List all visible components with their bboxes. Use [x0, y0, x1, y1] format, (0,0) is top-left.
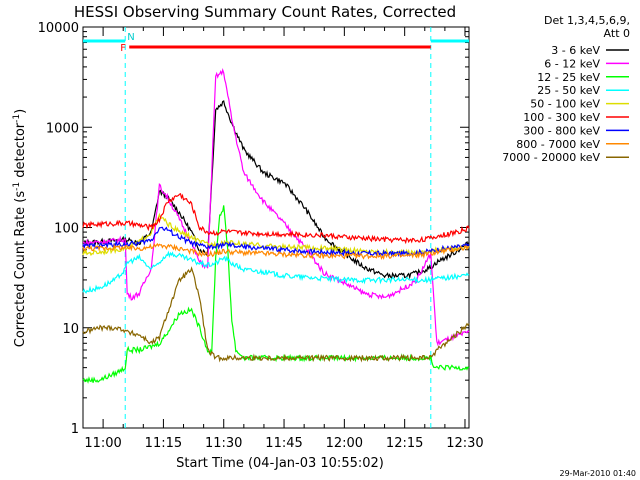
- series-line: [82, 242, 470, 261]
- legend-entry-label: 100 - 300 keV: [523, 111, 600, 124]
- legend-entry-label: 300 - 800 keV: [523, 124, 600, 137]
- y-tick-label: 100: [54, 222, 79, 237]
- x-tick-label: 11:30: [205, 436, 242, 451]
- x-tick-label: 12:00: [326, 436, 363, 451]
- series-line: [82, 266, 470, 363]
- legend-entry-label: 25 - 50 keV: [537, 84, 600, 97]
- series-lines: [82, 68, 470, 384]
- y-tick-label: 10: [62, 322, 79, 337]
- series-line: [82, 68, 470, 347]
- plot-frame: [82, 26, 470, 429]
- legend-entry-label: 6 - 12 keV: [544, 57, 600, 70]
- series-line: [82, 250, 470, 294]
- y-axis-labels: 1 10 100 1000 10000: [38, 21, 79, 437]
- plot-area: FN: [82, 26, 470, 429]
- legend-header-detectors: Det 1,3,4,5,6,9,: [544, 14, 630, 27]
- y-axis-title: Corrected Count Rate (s-1 detector-1): [12, 109, 28, 347]
- y-axis-title-sup2: -1: [12, 114, 22, 123]
- x-axis-title: Start Time (04-Jan-03 10:55:02): [176, 456, 384, 471]
- legend-entry-label: 800 - 7000 keV: [516, 138, 600, 151]
- x-tick-label: 11:00: [84, 436, 121, 451]
- y-axis-title-end: ): [13, 109, 28, 114]
- night-flag-label: N: [127, 32, 134, 43]
- flare-flag-label: F: [120, 43, 126, 54]
- y-tick-label: 1000: [46, 121, 79, 136]
- flag-bars: FN: [83, 27, 469, 428]
- x-tick-label: 11:45: [265, 436, 302, 451]
- axis-ticks: [82, 26, 469, 429]
- y-tick-label: 1: [71, 422, 79, 437]
- series-line: [82, 226, 470, 258]
- y-axis-title-mid: detector: [13, 122, 28, 182]
- x-tick-label: 12:30: [446, 436, 483, 451]
- y-axis-title-sup1: -1: [12, 182, 22, 191]
- legend-entry-label: 12 - 25 keV: [537, 71, 600, 84]
- y-axis-title-main: Corrected Count Rate (s: [13, 191, 28, 348]
- x-tick-label: 12:15: [386, 436, 423, 451]
- x-tick-label: 11:15: [145, 436, 182, 451]
- x-axis-labels: 11:00 11:15 11:30 11:45 12:00 12:15 12:30: [84, 436, 483, 451]
- y-tick-label: 10000: [38, 21, 79, 36]
- series-line: [82, 192, 470, 245]
- legend-entry-label: 3 - 6 keV: [551, 44, 600, 57]
- legend-entry-label: 50 - 100 keV: [530, 98, 600, 111]
- legend-entry-label: 7000 - 20000 keV: [502, 151, 600, 164]
- series-line: [82, 205, 470, 384]
- plot-timestamp: 29-Mar-2010 01:40: [560, 469, 637, 478]
- chart-title: HESSI Observing Summary Count Rates, Cor…: [74, 3, 456, 21]
- legend-header-attenuator: Att 0: [604, 27, 630, 40]
